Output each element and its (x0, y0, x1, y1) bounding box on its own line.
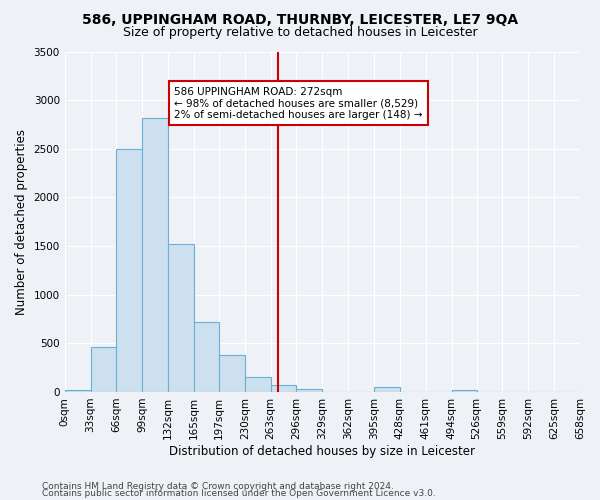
Bar (219, 355, 245, 392)
Bar (271, 384, 296, 392)
Text: Contains HM Land Registry data © Crown copyright and database right 2024.: Contains HM Land Registry data © Crown c… (42, 482, 394, 491)
Bar (91, 347, 116, 392)
Bar (296, 388, 322, 392)
Text: 586 UPPINGHAM ROAD: 272sqm
← 98% of detached houses are smaller (8,529)
2% of se: 586 UPPINGHAM ROAD: 272sqm ← 98% of deta… (175, 86, 423, 120)
Text: Size of property relative to detached houses in Leicester: Size of property relative to detached ho… (122, 26, 478, 39)
Bar (142, 118, 168, 392)
Bar (65, 390, 91, 392)
Text: Contains public sector information licensed under the Open Government Licence v3: Contains public sector information licen… (42, 490, 436, 498)
Bar (245, 378, 271, 392)
Bar (168, 244, 194, 392)
Bar (452, 390, 476, 392)
Bar (194, 322, 219, 392)
Bar (116, 149, 142, 392)
Bar (374, 387, 400, 392)
Y-axis label: Number of detached properties: Number of detached properties (15, 128, 28, 314)
Text: 586, UPPINGHAM ROAD, THURNBY, LEICESTER, LE7 9QA: 586, UPPINGHAM ROAD, THURNBY, LEICESTER,… (82, 12, 518, 26)
X-axis label: Distribution of detached houses by size in Leicester: Distribution of detached houses by size … (169, 444, 475, 458)
